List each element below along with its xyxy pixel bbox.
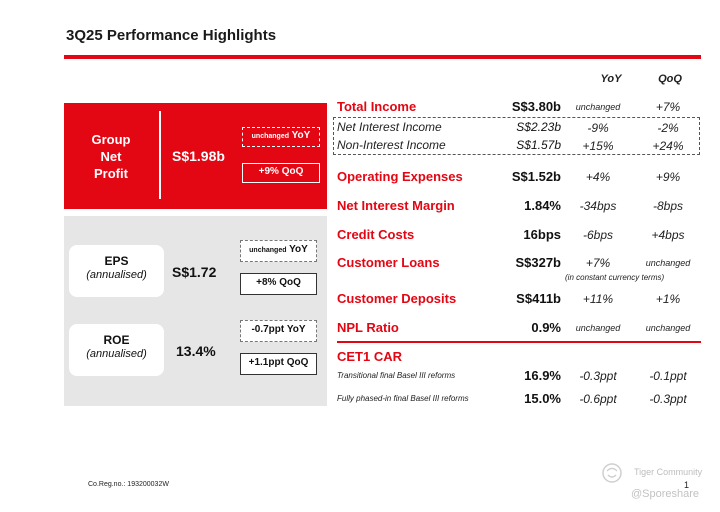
income-breakdown-box xyxy=(333,117,700,155)
metric-row-opex: Operating Expenses S$1.52b +4% +9% xyxy=(337,169,697,187)
metric-yoy: +7% xyxy=(585,256,611,270)
group-net-profit-qoq-badge: +9% QoQ xyxy=(242,163,320,183)
company-reg-number: Co.Reg.no.: 193200032W xyxy=(88,481,169,488)
metric-label: Credit Costs xyxy=(337,227,415,242)
group-net-profit-value: S$1.98b xyxy=(172,148,225,164)
eps-subtitle: (annualised) xyxy=(86,269,147,281)
metric-row-non-ii: Non-Interest Income S$1.57b +15% +24% xyxy=(337,138,697,156)
metric-label: Transitional final Basel III reforms xyxy=(337,371,456,380)
roe-qoq-badge: +1.1ppt QoQ xyxy=(240,353,317,375)
group-net-profit-yoy-badge: unchanged YoY xyxy=(242,127,320,147)
metric-row-nim: Net Interest Margin 1.84% -34bps -8bps xyxy=(337,198,697,216)
panel-divider xyxy=(159,111,161,199)
metric-qoq: -0.3ppt xyxy=(649,392,687,406)
metric-qoq: -2% xyxy=(657,121,679,135)
metric-value: S$411b xyxy=(516,291,561,306)
metric-yoy: -9% xyxy=(587,121,609,135)
metric-row-npl: NPL Ratio 0.9% unchanged unchanged xyxy=(337,320,697,338)
metric-row-total-income: Total Income S$3.80b unchanged +7% xyxy=(337,99,697,117)
metric-row-cet1: CET1 CAR xyxy=(337,349,697,367)
metric-qoq: +1% xyxy=(655,292,681,306)
metric-value: S$1.57b xyxy=(516,138,561,152)
metric-label: Fully phased-in final Basel III reforms xyxy=(337,394,469,403)
roe-yoy-badge: -0.7ppt YoY xyxy=(240,320,317,342)
metric-value: S$2.23b xyxy=(516,120,561,134)
metric-row-cet1-fully-phased: Fully phased-in final Basel III reforms … xyxy=(337,391,697,409)
watermark-community: Tiger Community xyxy=(634,467,703,477)
header-yoy: YoY xyxy=(600,73,622,85)
metric-yoy: +11% xyxy=(582,292,614,306)
page-number: 1 xyxy=(684,480,690,490)
watermark-handle: @Sporeshare xyxy=(631,488,700,500)
metric-value: 0.9% xyxy=(531,320,561,335)
metric-yoy: unchanged xyxy=(575,102,621,112)
metric-yoy: +4% xyxy=(585,170,611,184)
metric-value: 16.9% xyxy=(524,368,561,383)
roe-card: ROE (annualised) xyxy=(69,324,164,376)
metric-yoy: -0.6ppt xyxy=(579,392,617,406)
title-rule xyxy=(64,55,701,59)
eps-card: EPS (annualised) xyxy=(69,245,164,297)
metric-yoy: unchanged xyxy=(575,323,621,333)
metric-yoy: -34bps xyxy=(579,199,617,213)
metric-qoq: +4bps xyxy=(651,228,685,242)
eps-value: S$1.72 xyxy=(172,264,217,280)
metric-row-credit-costs: Credit Costs 16bps -6bps +4bps xyxy=(337,227,697,245)
eps-yoy-badge: unchanged YoY xyxy=(240,240,317,262)
roe-subtitle: (annualised) xyxy=(86,348,147,360)
tiger-community-logo-icon xyxy=(602,463,622,483)
metric-qoq: -0.1ppt xyxy=(649,369,687,383)
metric-yoy: -6bps xyxy=(582,228,614,242)
metric-label: NPL Ratio xyxy=(337,320,399,335)
metric-value: S$3.80b xyxy=(511,99,561,114)
header-qoq: QoQ xyxy=(658,73,682,85)
metric-label: Customer Loans xyxy=(337,255,440,270)
group-net-profit-label: Group Net Profit xyxy=(91,132,131,181)
eps-title: EPS xyxy=(104,254,129,268)
metric-qoq: +9% xyxy=(655,170,681,184)
metric-label: Non-Interest Income xyxy=(337,138,446,152)
metric-row-nii: Net Interest Income S$2.23b -9% -2% xyxy=(337,120,697,138)
metric-qoq: unchanged xyxy=(645,258,691,268)
metric-label: Customer Deposits xyxy=(337,291,457,306)
metric-value: 16bps xyxy=(523,227,561,242)
metric-value: 1.84% xyxy=(524,198,561,213)
metric-value: S$327b xyxy=(515,255,561,270)
metric-yoy: -0.3ppt xyxy=(579,369,617,383)
metric-qoq: -8bps xyxy=(652,199,684,213)
section-separator xyxy=(337,341,701,343)
group-net-profit-panel: Group Net Profit S$1.98b unchanged YoY +… xyxy=(64,103,327,209)
roe-value: 13.4% xyxy=(176,343,216,359)
metric-label: CET1 CAR xyxy=(337,349,403,364)
eps-qoq-badge: +8% QoQ xyxy=(240,273,317,295)
metric-qoq: unchanged xyxy=(645,323,691,333)
metric-row-cet1-transitional: Transitional final Basel III reforms 16.… xyxy=(337,368,697,386)
metric-label: Net Interest Margin xyxy=(337,198,455,213)
metric-yoy: +15% xyxy=(582,139,614,153)
metric-label: Operating Expenses xyxy=(337,169,463,184)
metric-qoq: +24% xyxy=(652,139,684,153)
metric-label: Total Income xyxy=(337,99,417,114)
constant-currency-note: (in constant currency terms) xyxy=(565,273,665,282)
metric-value: S$1.52b xyxy=(511,169,561,184)
eps-roe-panel: EPS (annualised) S$1.72 unchanged YoY +8… xyxy=(64,216,327,406)
page-title: 3Q25 Performance Highlights xyxy=(66,27,277,44)
metric-row-customer-loans: Customer Loans S$327b +7% unchanged xyxy=(337,255,697,273)
metric-qoq: +7% xyxy=(655,100,681,114)
metric-label: Net Interest Income xyxy=(337,120,442,134)
metric-row-customer-deposits: Customer Deposits S$411b +11% +1% xyxy=(337,291,697,309)
metric-value: 15.0% xyxy=(524,391,561,406)
roe-title: ROE xyxy=(103,333,130,347)
